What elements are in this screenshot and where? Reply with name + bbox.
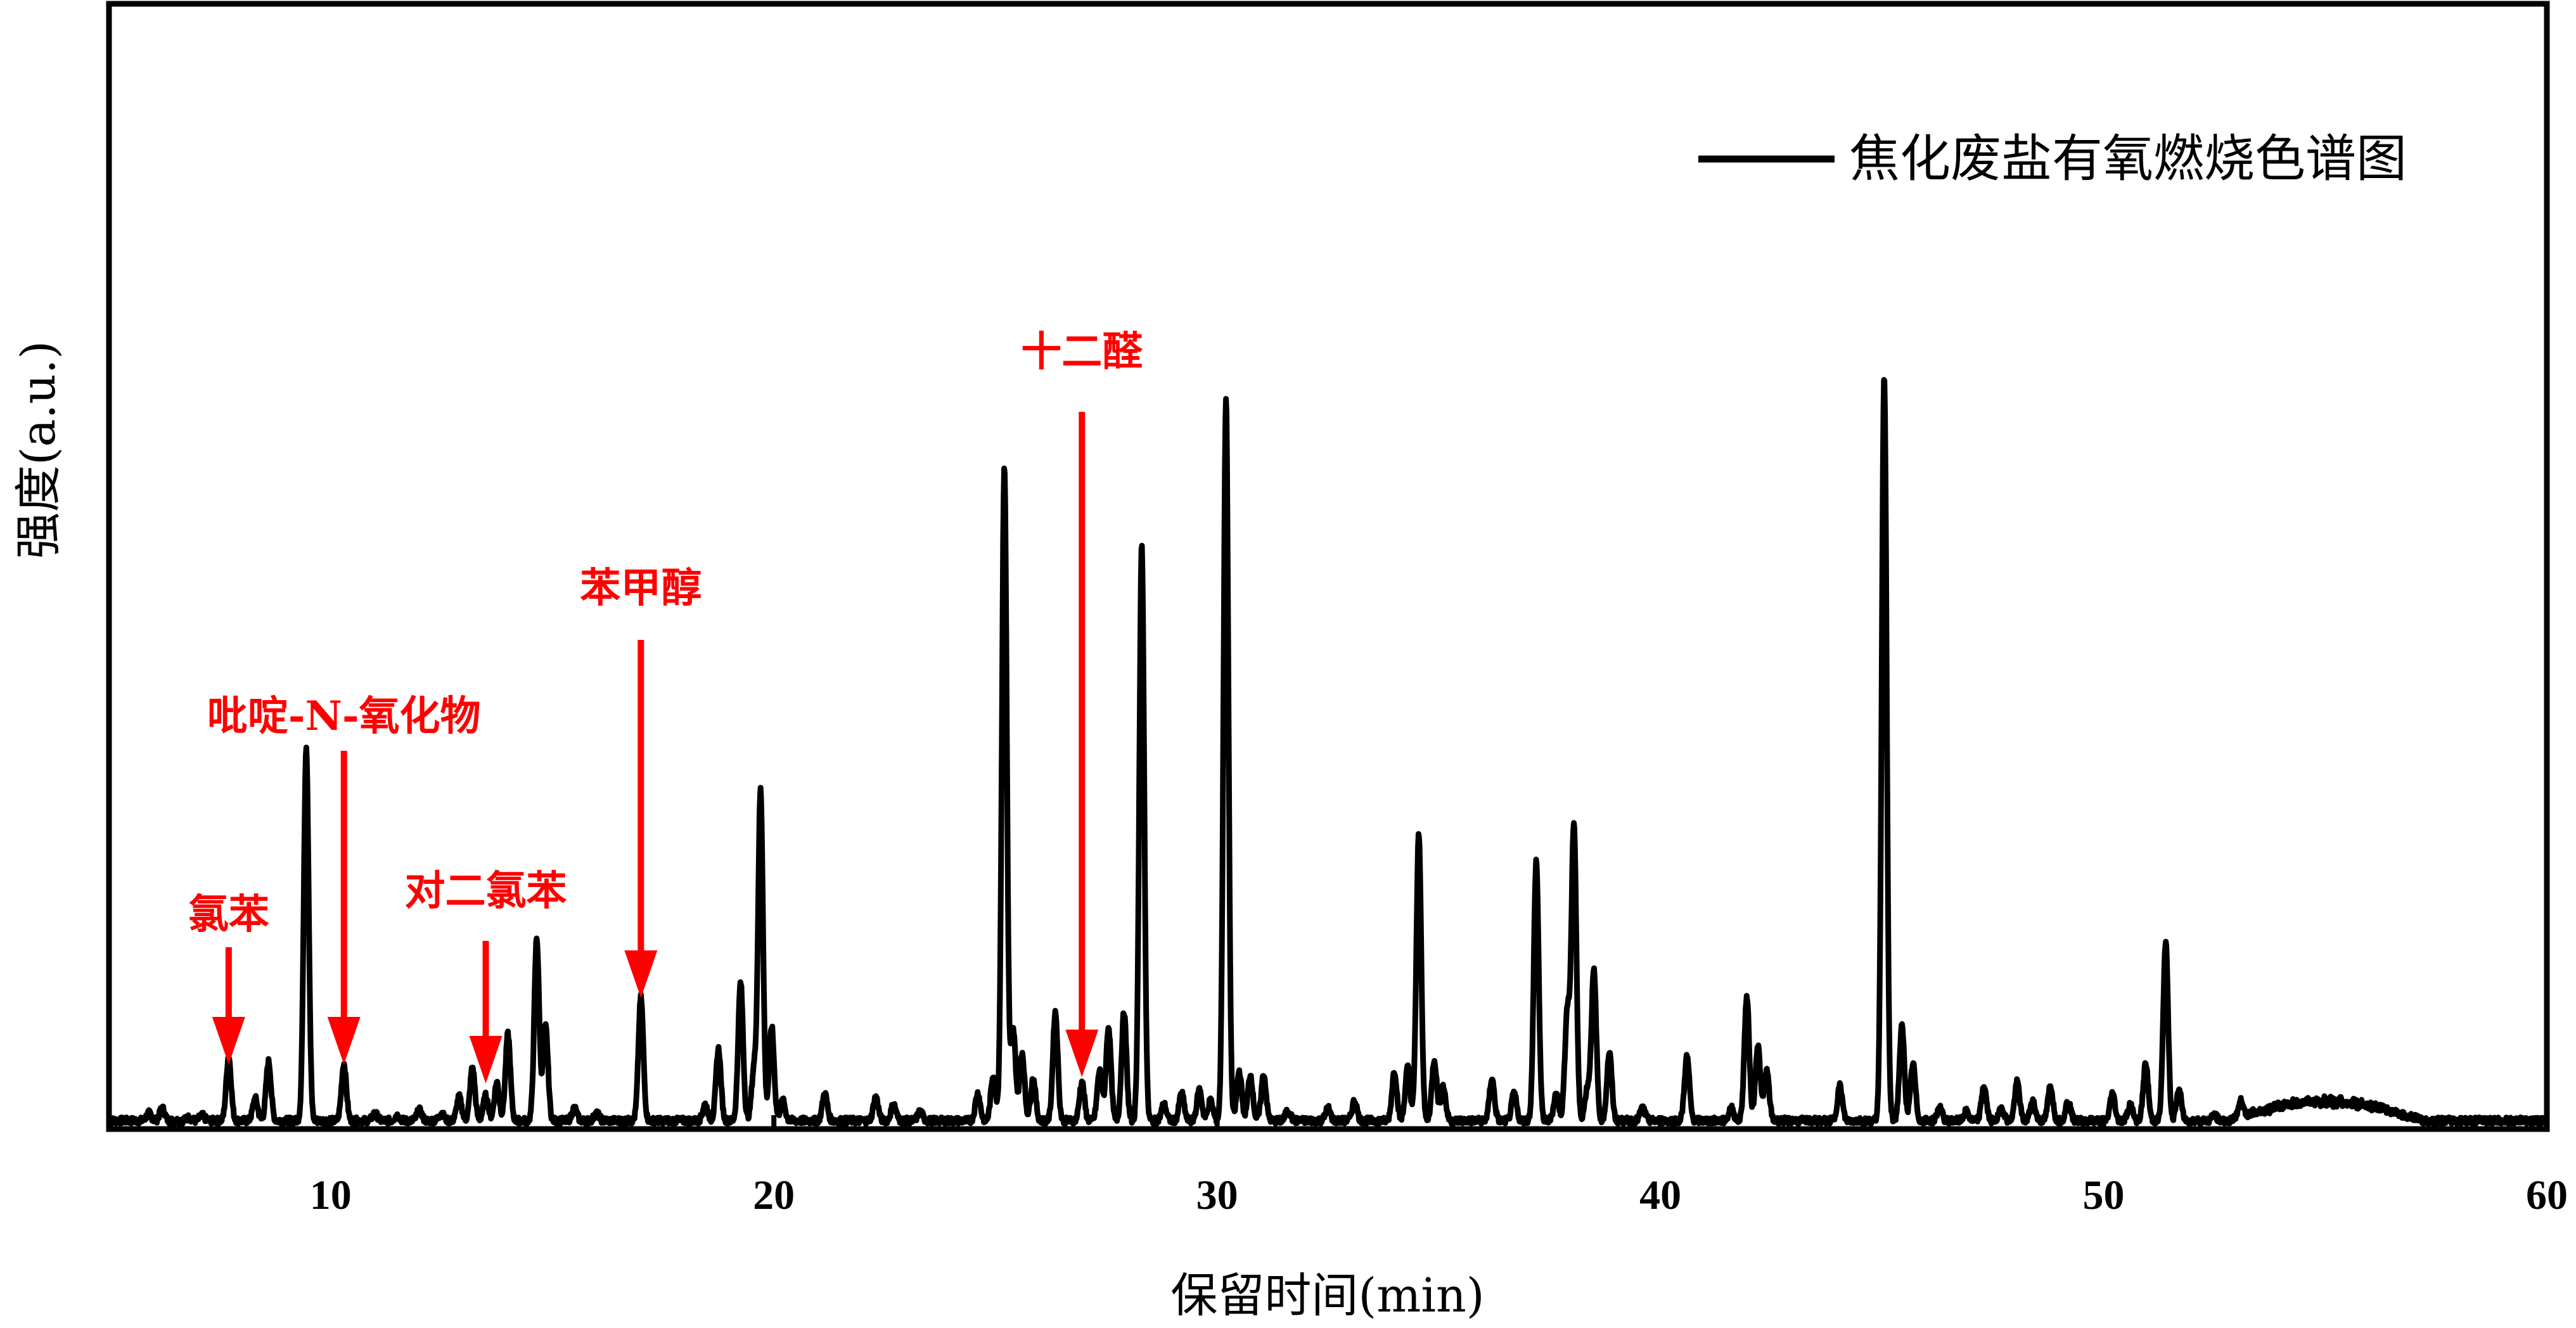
x-axis-title: 保留时间(min): [1170, 1268, 1484, 1323]
annotation-arrow-head: [327, 1017, 361, 1064]
legend: 焦化废盐有氧燃烧色谱图: [1698, 129, 2407, 188]
annotation-3: 苯甲醇: [580, 565, 702, 998]
annotation-1: 吡啶-N-氧化物: [207, 693, 481, 1064]
annotation-arrow-head: [624, 950, 658, 998]
series-layer: [106, 377, 2549, 1127]
annotation-arrow-head: [1065, 1030, 1099, 1077]
x-tick-label: 30: [1196, 1172, 1238, 1218]
annotation-0: 氯苯: [188, 891, 269, 1064]
plot-frame: [106, 1, 2550, 1132]
legend-label: 焦化废盐有氧燃烧色谱图: [1849, 129, 2407, 188]
x-axis-ticks: 10 20 30 40 50 60: [310, 1115, 2568, 1218]
x-tick-label: 20: [753, 1172, 795, 1218]
annotation-label: 对二氯苯: [405, 867, 567, 915]
annotation-arrow-head: [212, 1017, 245, 1064]
plot-area-background: [109, 4, 2547, 1129]
series-line-0: [106, 377, 2549, 1127]
x-tick-label: 10: [310, 1172, 352, 1218]
x-tick-label: 50: [2083, 1172, 2125, 1218]
annotation-arrow-head: [469, 1036, 503, 1083]
y-axis-title: 强度(a.u.): [11, 341, 66, 559]
x-tick-label: 40: [1639, 1172, 1681, 1218]
x-tick-label: 60: [2526, 1172, 2568, 1218]
annotation-label: 苯甲醇: [580, 565, 702, 612]
annotation-label: 氯苯: [188, 891, 269, 938]
annotation-2: 对二氯苯: [405, 867, 567, 1083]
annotation-label: 十二醛: [1021, 328, 1143, 376]
annotation-label: 吡啶-N-氧化物: [207, 693, 481, 740]
annotation-4: 十二醛: [1021, 328, 1143, 1077]
